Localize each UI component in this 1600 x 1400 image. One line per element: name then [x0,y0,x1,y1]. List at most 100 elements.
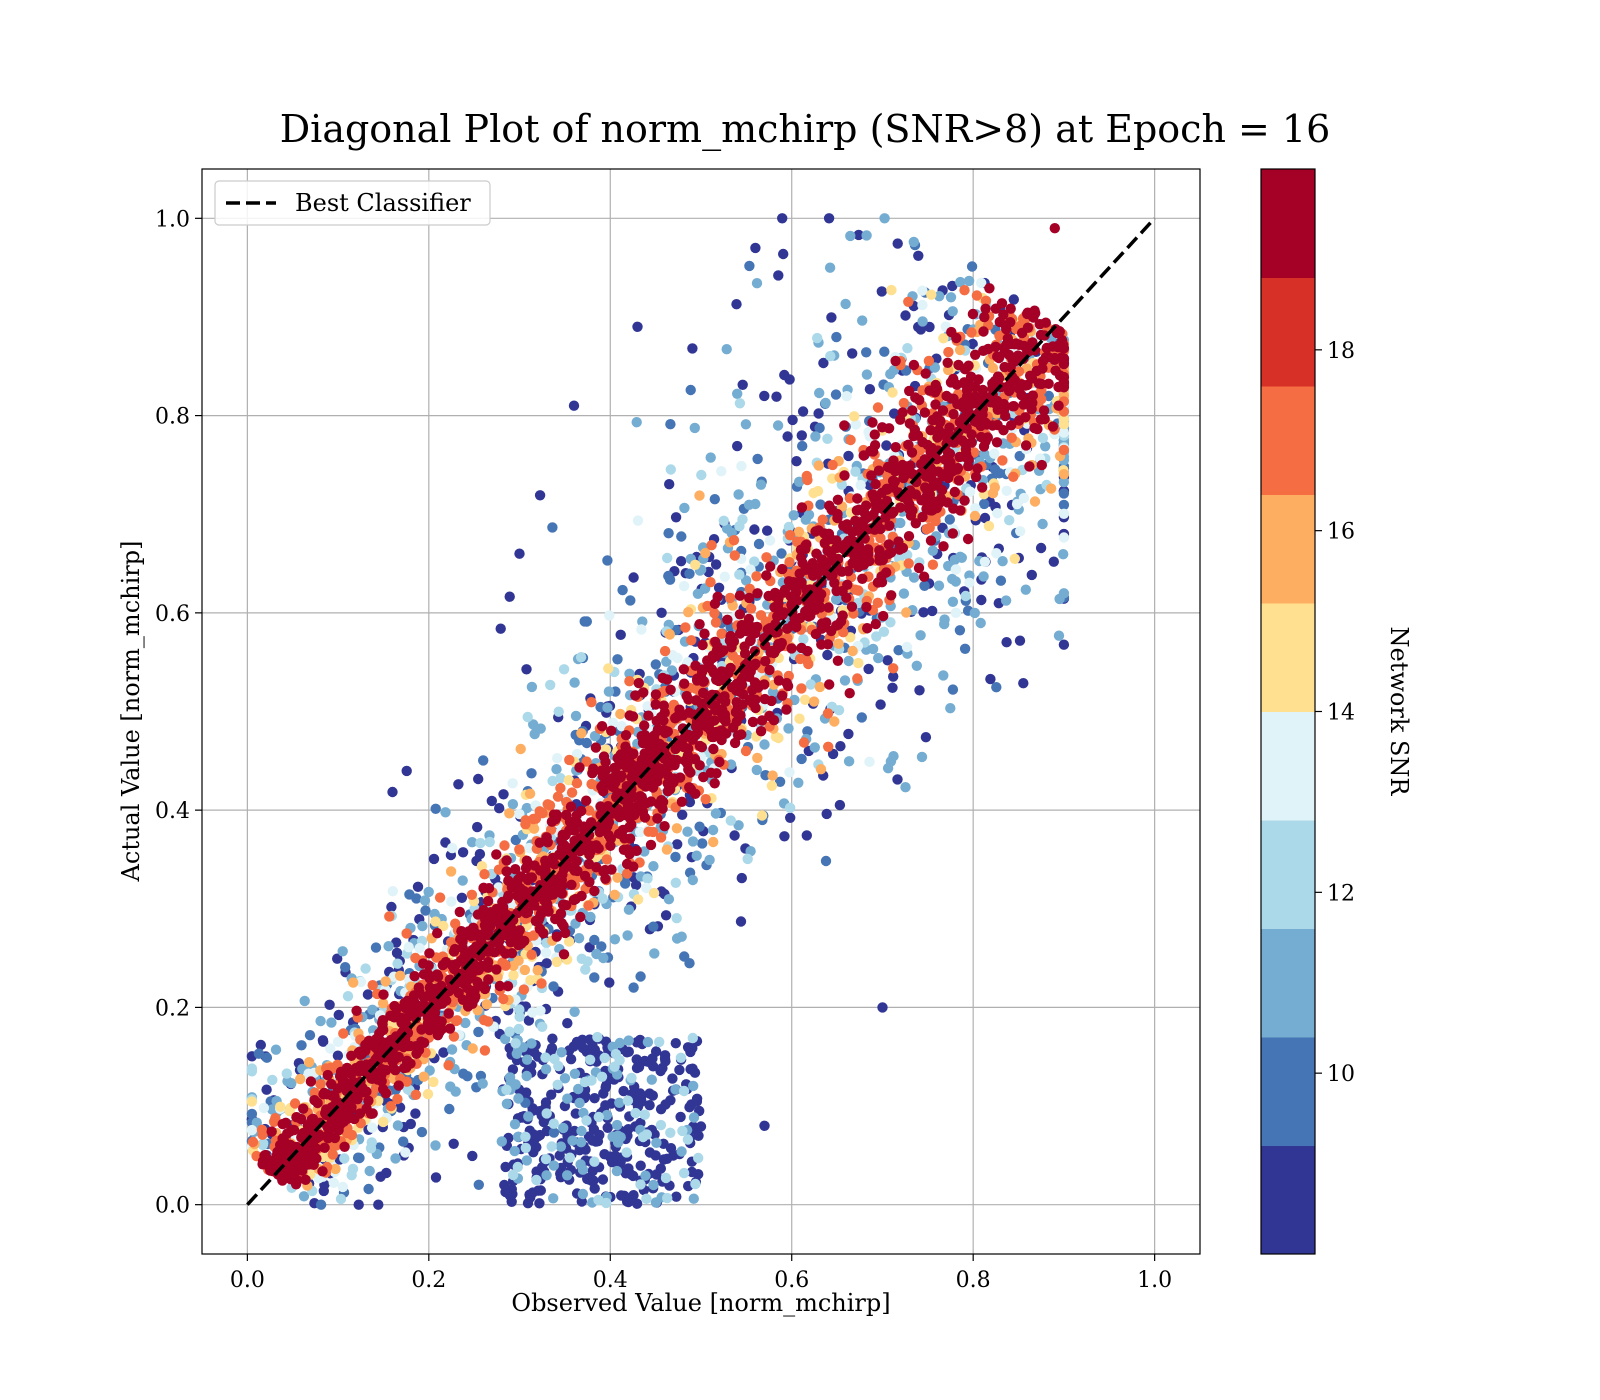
scatter-point [656,607,667,618]
scatter-point [816,623,827,634]
scatter-point [827,459,838,471]
scatter-point [785,591,796,602]
scatter-point [677,710,688,721]
scatter-point [825,350,836,362]
scatter-point [679,678,690,689]
scatter-point [660,1172,672,1184]
scatter-point [712,591,723,602]
scatter-point [430,1172,442,1183]
scatter-point [552,791,564,802]
scatter-point [691,1096,703,1107]
scatter-point [636,624,647,635]
scatter-point [587,1135,598,1146]
scatter-point [820,855,832,867]
scatter-point [908,572,920,583]
scatter-point [548,1160,559,1171]
scatter-point [647,826,659,838]
scatter-point [558,1122,569,1134]
scatter-point [783,521,795,533]
scatter-point [615,749,626,760]
scatter-point [762,525,773,536]
scatter-point [526,872,538,883]
scatter-point [434,892,446,903]
scatter-point [458,1068,469,1079]
scatter-point [581,737,592,749]
scatter-point [614,1097,625,1109]
scatter-point [777,563,788,575]
scatter-point [401,928,412,939]
scatter-point [687,836,699,847]
scatter-point [916,751,928,763]
scatter-point [332,953,343,964]
scatter-point [496,1136,507,1147]
scatter-point [648,887,660,899]
scatter-point [333,1009,344,1021]
scatter-point [412,881,424,892]
scatter-point [917,285,928,296]
scatter-point [255,1039,266,1051]
scatter-point [267,1074,278,1086]
scatter-point [552,1079,563,1091]
scatter-point [523,1111,534,1122]
scatter-point [569,1006,580,1017]
scatter-point [649,948,660,959]
scatter-point [604,610,615,621]
scatter-point [637,616,648,627]
scatter-point [919,454,930,465]
scatter-point [874,545,885,556]
scatter-point [677,1125,688,1137]
scatter-point [963,275,975,287]
scatter-point [697,639,708,651]
scatter-point [630,1107,641,1119]
scatter-point [678,1085,690,1097]
scatter-point [606,864,617,875]
scatter-point [1058,476,1070,488]
scatter-point [1045,483,1057,494]
scatter-point [857,315,868,326]
scatter-point [950,607,962,618]
scatter-point [881,567,892,578]
scatter-point [555,1141,567,1152]
scatter-point [503,875,514,886]
scatter-point [498,789,509,800]
scatter-point [289,1098,301,1109]
scatter-point [670,1038,681,1049]
scatter-point [527,1007,538,1018]
scatter-point [1054,593,1065,605]
scatter-point [389,1000,400,1012]
scatter-point [1018,678,1029,689]
scatter-point [895,414,906,425]
scatter-point [872,597,883,608]
scatter-point [823,741,834,752]
scatter-point [416,1024,427,1035]
scatter-point [967,308,979,320]
scatter-point [1058,549,1069,560]
scatter-point [563,775,574,786]
scatter-point [987,420,998,431]
scatter-point [659,645,671,657]
scatter-point [275,1101,286,1113]
scatter-point [574,1097,585,1109]
scatter-point [566,879,577,890]
scatter-point [976,277,987,289]
scatter-point [740,419,752,430]
scatter-point [947,306,958,317]
scatter-point [951,332,962,344]
scatter-point [270,1113,281,1124]
scatter-point [363,1095,374,1107]
scatter-point [877,1002,888,1013]
scatter-point [342,991,354,1002]
scatter-point [378,1084,389,1095]
scatter-point [682,1134,694,1145]
scatter-point [350,1062,362,1074]
scatter-point [954,625,966,636]
scatter-point [912,430,924,441]
scatter-point [569,1068,581,1080]
scatter-point [405,1118,416,1130]
scatter-point [535,723,546,734]
scatter-point [945,292,957,303]
scatter-point [821,808,832,820]
scatter-point [597,893,608,904]
scatter-point [945,703,956,714]
scatter-point [797,440,808,452]
